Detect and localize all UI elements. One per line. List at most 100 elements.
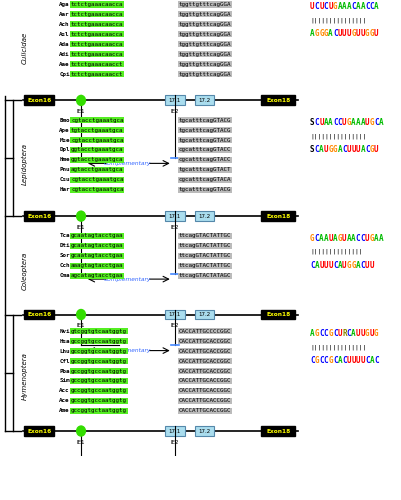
Text: C: C — [315, 234, 319, 242]
Text: U: U — [328, 261, 333, 270]
Text: C: C — [351, 2, 356, 11]
Text: C: C — [324, 2, 328, 11]
Text: CACCATTGCACCGGC: CACCATTGCACCGGC — [178, 358, 231, 364]
Text: Ace: Ace — [59, 398, 70, 404]
Text: G: G — [370, 30, 374, 38]
Text: 17.2: 17.2 — [198, 98, 211, 103]
Text: cgtacctgaaatgca: cgtacctgaaatgca — [71, 138, 124, 142]
Circle shape — [77, 310, 85, 320]
Text: C: C — [315, 2, 319, 11]
FancyBboxPatch shape — [261, 310, 295, 320]
Text: G: G — [346, 261, 351, 270]
Text: CACCATTGCCCCGGC: CACCATTGCCCCGGC — [178, 328, 231, 334]
Text: IE1: IE1 — [77, 225, 85, 230]
Text: cgtacctgaaatgca: cgtacctgaaatgca — [71, 178, 124, 182]
Text: A: A — [319, 234, 324, 242]
Text: G: G — [365, 30, 370, 38]
Text: gccggtgccaatggtg: gccggtgccaatggtg — [71, 378, 127, 384]
Text: G: G — [324, 30, 328, 38]
Text: tctctgaaacaacca: tctctgaaacaacca — [71, 22, 124, 27]
Text: Exon16: Exon16 — [27, 214, 51, 218]
Text: aaagtagtacctgaa: aaagtagtacctgaa — [71, 263, 124, 268]
Text: Dti: Dti — [59, 244, 70, 248]
Text: G: G — [374, 329, 379, 338]
Text: tctctgaaacaacct: tctctgaaacaacct — [71, 72, 124, 76]
Text: A: A — [374, 234, 379, 242]
Text: CACCATTGCACCGGC: CACCATTGCACCGGC — [178, 338, 231, 344]
Text: G: G — [315, 30, 319, 38]
Text: CACCATTGCACCGGC: CACCATTGCACCGGC — [178, 408, 231, 414]
Text: A: A — [338, 2, 342, 11]
Text: C: C — [338, 118, 342, 127]
Text: Exon18: Exon18 — [266, 98, 290, 103]
Text: C: C — [315, 118, 319, 127]
Text: R: R — [342, 329, 347, 338]
Text: C: C — [374, 118, 379, 127]
Text: IE2: IE2 — [170, 109, 179, 114]
Text: Complementary: Complementary — [104, 348, 152, 353]
FancyBboxPatch shape — [194, 96, 215, 106]
Text: S: S — [310, 118, 315, 127]
Text: U: U — [351, 145, 356, 154]
Text: tgcatttcagGTACG: tgcatttcagGTACG — [178, 138, 231, 142]
Text: cgtacctgaaatgca: cgtacctgaaatgca — [71, 188, 124, 192]
Text: ttcagGTACTATAGC: ttcagGTACTATAGC — [178, 273, 231, 278]
Text: A: A — [374, 2, 379, 11]
Text: Complementary: Complementary — [104, 276, 152, 281]
Text: C: C — [333, 356, 338, 365]
Text: G: G — [351, 261, 356, 270]
Text: tggttgtttcagGGA: tggttgtttcagGGA — [178, 2, 231, 7]
Text: Exon16: Exon16 — [27, 312, 51, 317]
FancyBboxPatch shape — [165, 211, 184, 221]
Text: U: U — [342, 118, 347, 127]
Text: Exon18: Exon18 — [266, 214, 290, 218]
Text: A: A — [360, 145, 365, 154]
FancyBboxPatch shape — [24, 426, 54, 436]
Text: CACCATTGCACCGGC: CACCATTGCACCGGC — [178, 348, 231, 354]
Text: gcaatagtacctgaa: gcaatagtacctgaa — [71, 244, 124, 248]
Text: A: A — [310, 30, 315, 38]
Text: C: C — [333, 30, 338, 38]
Text: Nvi: Nvi — [59, 328, 70, 334]
Text: 17.2: 17.2 — [198, 214, 211, 218]
Text: tggttgtttcagGGA: tggttgtttcagGGA — [178, 42, 231, 46]
Text: U: U — [374, 30, 379, 38]
Text: ||||||||||||||: |||||||||||||| — [310, 249, 363, 254]
Text: ttcagGTACTATTGC: ttcagGTACTATTGC — [178, 234, 231, 238]
FancyBboxPatch shape — [24, 96, 54, 106]
Text: G: G — [310, 234, 315, 242]
Circle shape — [77, 96, 85, 106]
Text: C: C — [333, 261, 338, 270]
Text: U: U — [365, 118, 370, 127]
Text: ttcagGTACTATTGC: ttcagGTACTATTGC — [178, 244, 231, 248]
Text: C: C — [346, 329, 351, 338]
Text: tggttgtttcagGGA: tggttgtttcagGGA — [178, 72, 231, 76]
Text: A: A — [324, 118, 328, 127]
Text: agcatagtacctgaa: agcatagtacctgaa — [71, 273, 124, 278]
Text: U: U — [360, 329, 365, 338]
Text: |||||||||||||||: ||||||||||||||| — [310, 344, 366, 350]
Text: G: G — [333, 145, 338, 154]
Text: ggtacctgaaatgca: ggtacctgaaatgca — [71, 148, 124, 152]
Text: C: C — [310, 356, 315, 365]
Text: Aar: Aar — [59, 12, 70, 17]
Text: U: U — [356, 145, 360, 154]
Text: G: G — [346, 118, 351, 127]
Text: U: U — [346, 356, 351, 365]
Text: Hymenoptera: Hymenoptera — [21, 352, 28, 401]
Text: Aae: Aae — [59, 62, 70, 66]
Text: U: U — [356, 356, 360, 365]
Text: Lepidoptera: Lepidoptera — [21, 142, 28, 184]
Text: IE1: IE1 — [77, 109, 85, 114]
Text: CACCATTGCACCGGC: CACCATTGCACCGGC — [178, 368, 231, 374]
Text: U: U — [324, 145, 328, 154]
Text: U: U — [342, 234, 347, 242]
Text: G: G — [370, 145, 374, 154]
Text: C: C — [342, 145, 347, 154]
Text: A: A — [351, 234, 356, 242]
Text: cgcatttcagGTACA: cgcatttcagGTACA — [178, 178, 231, 182]
Text: Cpi: Cpi — [59, 72, 70, 76]
Text: G: G — [370, 118, 374, 127]
FancyBboxPatch shape — [194, 426, 215, 436]
Text: gccggtgccaatggtg: gccggtgccaatggtg — [71, 388, 127, 394]
